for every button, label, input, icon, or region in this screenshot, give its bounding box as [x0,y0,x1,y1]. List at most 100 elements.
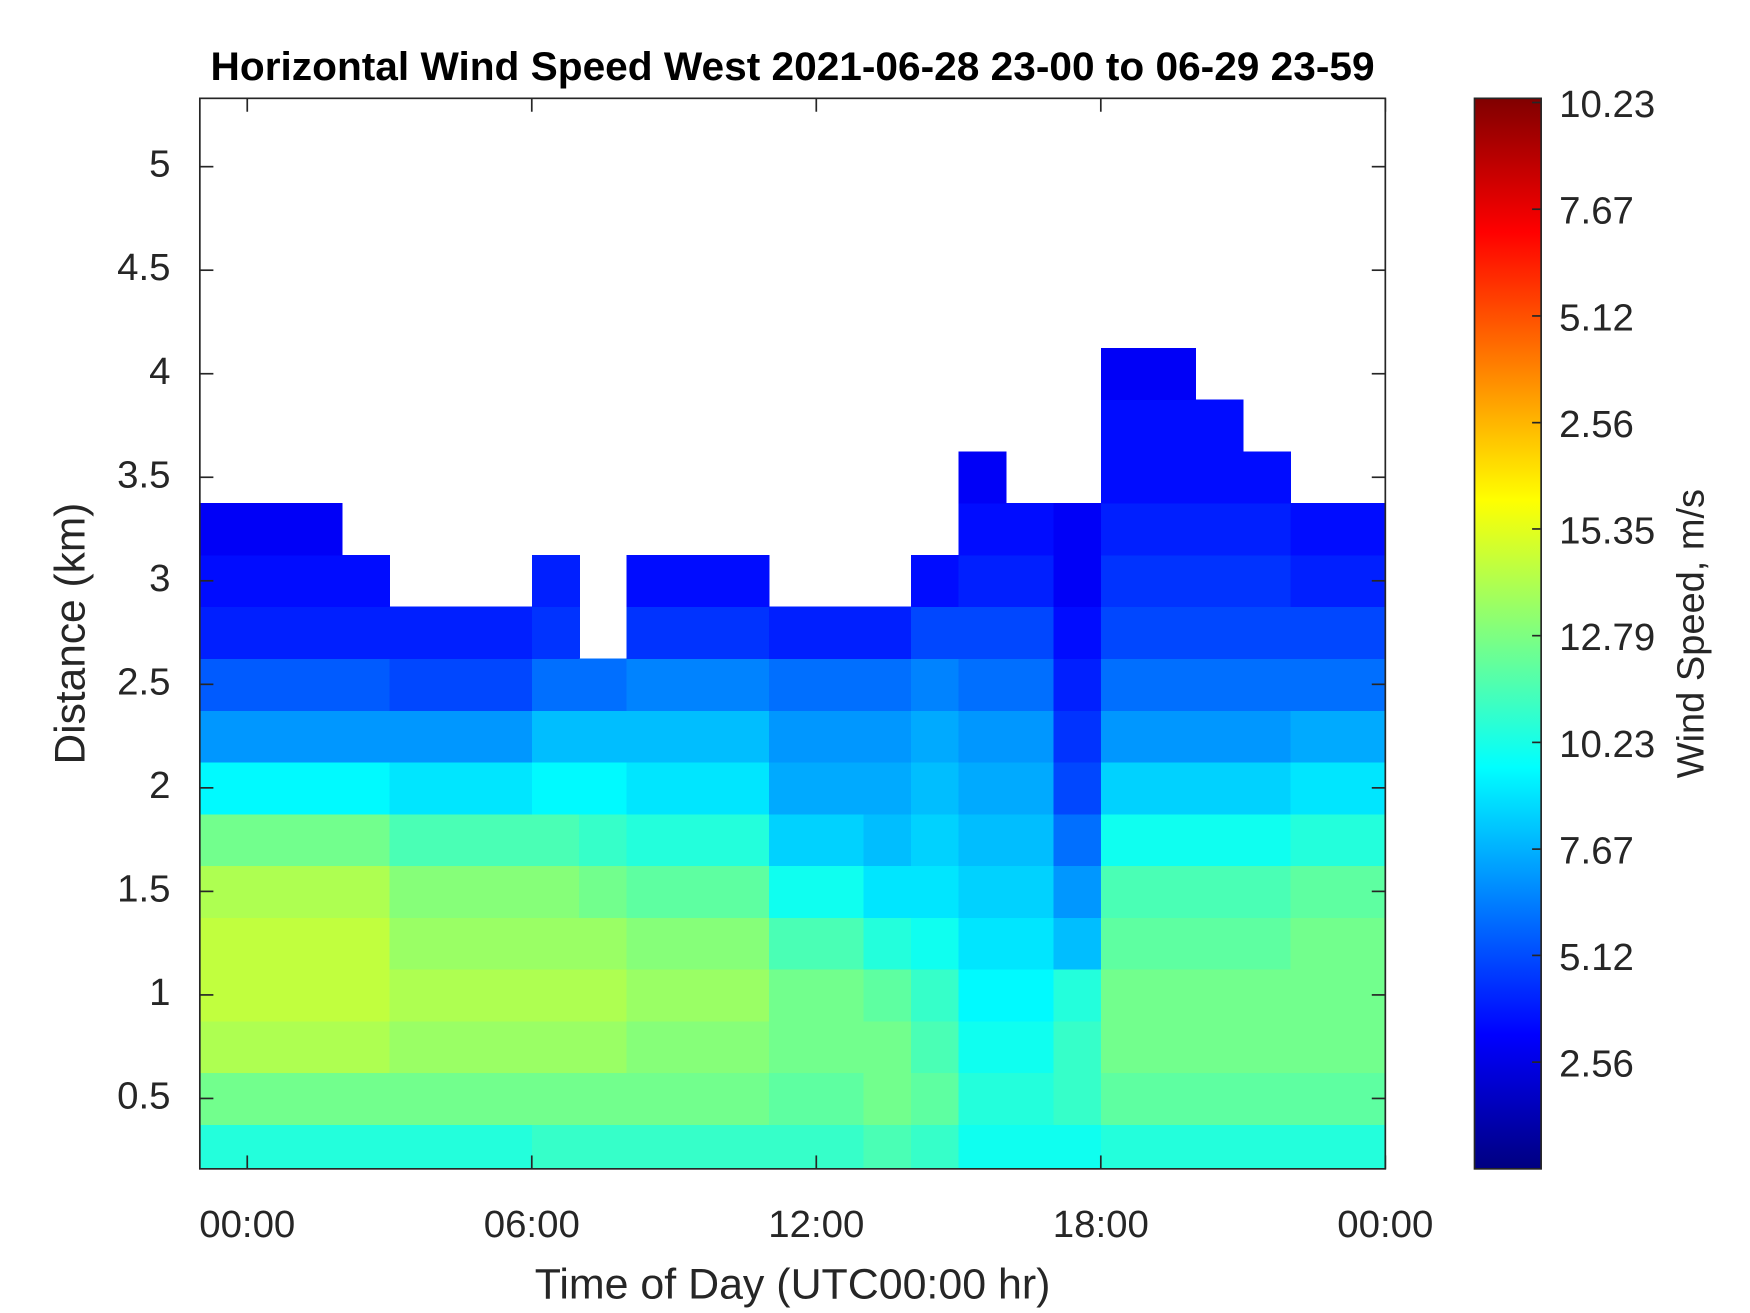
x-tick-label: 00:00 [1337,1203,1433,1246]
heat-cell [674,710,723,763]
heat-cell [436,658,485,711]
heat-cell [911,761,960,815]
heat-cell [531,606,580,659]
heat-cell [768,710,817,763]
y-tick-label: 3 [149,557,170,600]
heat-cell [436,969,485,1022]
heat-cell [911,865,960,918]
heat-cell [816,1072,865,1125]
heat-cell [531,917,580,970]
heat-cell [579,1020,628,1074]
heat-cell [1337,606,1386,659]
heat-cell [579,917,628,970]
heat-cell [911,710,960,763]
heat-cell [674,606,723,659]
heat-cell [768,761,817,815]
heat-cell [199,503,248,556]
heat-cell [674,658,723,711]
heat-cell [911,1124,960,1169]
heat-cell [1005,865,1054,918]
heat-cell [1053,813,1102,867]
heat-cell [1053,1124,1102,1169]
heat-cell [1195,917,1244,970]
heat-cell [674,554,723,608]
heat-cell [199,813,248,867]
heat-cell [674,1124,723,1169]
heat-cell [247,710,296,763]
heat-cell [721,710,770,763]
heat-cell [1243,658,1292,711]
heat-cell [1100,969,1149,1022]
heat-cell [721,1072,770,1125]
heat-cell [1100,399,1149,452]
heat-cell [626,1124,675,1169]
heat-cell [247,969,296,1022]
heat-cell [484,761,533,815]
x-axis-label: Time of Day (UTC00:00 hr) [535,1261,1051,1309]
heat-cell [484,606,533,659]
heat-cell [342,813,391,867]
heat-cell [1005,658,1054,711]
heat-cell [1337,710,1386,763]
heat-cell [1195,969,1244,1022]
heat-cell [768,813,817,867]
heat-cell [342,554,391,608]
heat-cell [816,1020,865,1074]
heat-cell [1195,1020,1244,1074]
heat-cell [484,969,533,1022]
heat-cell [1243,917,1292,970]
heat-cell [863,1124,912,1169]
heat-cell [1290,1072,1339,1125]
heat-cell [768,865,817,918]
heat-cell [1148,451,1197,504]
heat-cell [1337,917,1386,970]
heat-cell [247,658,296,711]
heat-cell [1005,1124,1054,1169]
heat-cell [436,1124,485,1169]
heat-cell [1148,761,1197,815]
heat-cell [1337,1020,1386,1074]
heat-cell [1005,606,1054,659]
heat-cell [1053,1072,1102,1125]
heat-cell [1243,451,1292,504]
heat-cell [1148,347,1197,401]
heat-cell [342,917,391,970]
heat-cell [1053,606,1102,659]
heat-cell [579,813,628,867]
heat-cell [1053,761,1102,815]
heat-cell [1195,399,1244,452]
heat-cell [1148,969,1197,1022]
heat-cell [1195,503,1244,556]
heat-cell [389,710,438,763]
x-tick-label: 06:00 [484,1203,580,1246]
heat-cell [247,1124,296,1169]
heat-cell [579,1072,628,1125]
heat-cell [626,1072,675,1125]
colorbar-tick-label: 10.23 [1559,83,1655,126]
heat-cell [1337,1124,1386,1169]
heat-cell [1195,554,1244,608]
heat-cell [294,1072,343,1125]
heat-cell [674,1072,723,1125]
heat-cell [911,969,960,1022]
heat-cell [1243,761,1292,815]
y-tick-label: 4 [149,350,170,393]
y-tick-label: 5 [149,143,170,186]
heat-cell [1243,1072,1292,1125]
heat-cell [958,451,1007,504]
heatmap [199,347,1386,1169]
heat-cell [342,658,391,711]
heat-cell [484,1124,533,1169]
y-tick-label: 2.5 [117,661,170,704]
heat-cell [1148,606,1197,659]
heat-cell [1053,917,1102,970]
heat-cell [389,969,438,1022]
heat-cell [531,1124,580,1169]
heat-cell [1243,1020,1292,1074]
heat-cell [1005,813,1054,867]
heat-cell [389,658,438,711]
heat-cell [1290,503,1339,556]
heat-cell [863,917,912,970]
heat-cell [579,761,628,815]
